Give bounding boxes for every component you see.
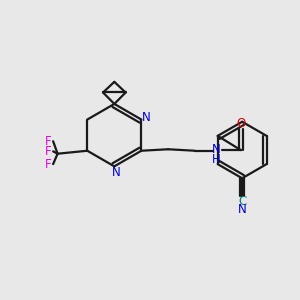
Text: F: F (44, 135, 51, 148)
Text: N: N (111, 166, 120, 179)
Text: N: N (212, 143, 220, 156)
Text: F: F (44, 158, 51, 171)
Text: N: N (238, 203, 247, 216)
Text: H: H (212, 153, 220, 166)
Text: C: C (238, 195, 246, 208)
Text: F: F (44, 145, 51, 158)
Text: O: O (236, 118, 246, 130)
Text: N: N (142, 111, 151, 124)
